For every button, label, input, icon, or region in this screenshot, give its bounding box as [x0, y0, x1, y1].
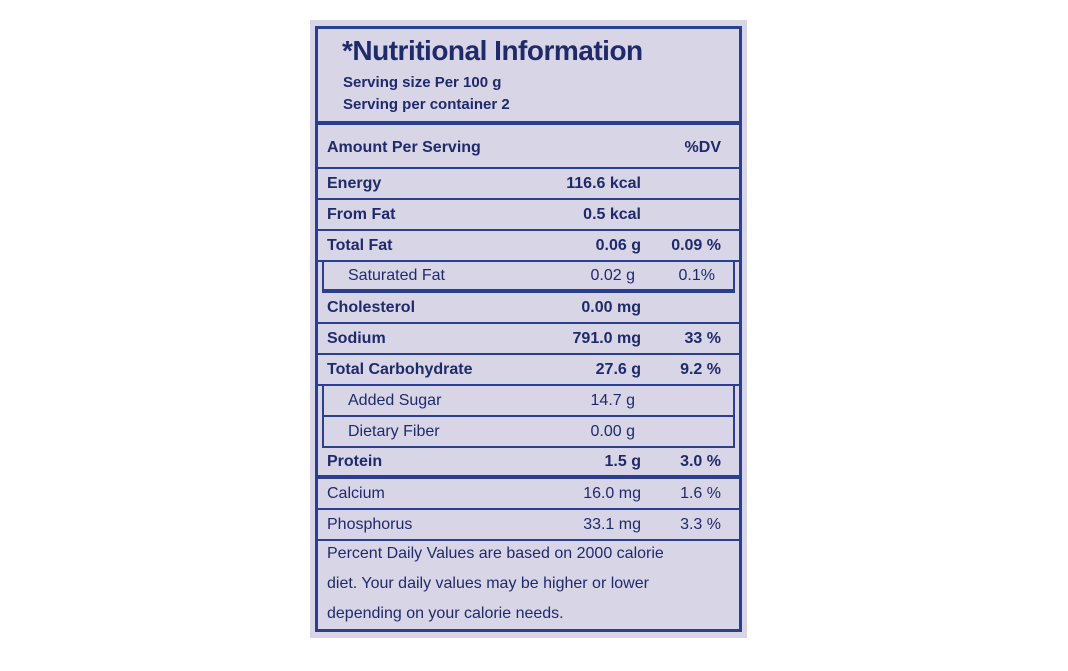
nutrient-name: Phosphorus [327, 515, 413, 533]
nutrient-row: Dietary Fiber 0.00 g [322, 417, 735, 448]
nutrient-row: Saturated Fat 0.02 g 0.1% [322, 262, 735, 293]
nutrient-dv: 9.2 % [680, 360, 721, 378]
nutrient-name: Cholesterol [327, 298, 416, 316]
nutrition-label: *Nutritional Information Serving size Pe… [310, 20, 747, 638]
nutrient-dv: 0.09 % [671, 236, 721, 254]
nutrient-dv: 3.3 % [680, 515, 721, 533]
nutrient-amount: 116.6 kcal [566, 174, 641, 192]
nutrient-name: Protein [327, 452, 383, 470]
nutrient-name: Saturated Fat [348, 266, 445, 284]
nutrient-name: Sodium [327, 329, 386, 347]
nutrient-row: Protein 1.5 g 3.0 % [318, 448, 739, 479]
nutrient-row: Total Fat 0.06 g 0.09 % [318, 231, 739, 262]
serving-line: Serving size Per 100 g [343, 74, 502, 91]
nutrient-dv: 33 % [684, 329, 721, 347]
nutrient-row: Cholesterol 0.00 mg [318, 293, 739, 324]
table-header: Amount Per Serving %DV [318, 129, 739, 169]
nutrient-name: Dietary Fiber [348, 422, 440, 440]
nutrient-row: Sodium 791.0 mg 33 % [318, 324, 739, 355]
footnote-line: Percent Daily Values are based on 2000 c… [327, 545, 664, 562]
nutrient-amount: 27.6 g [595, 360, 641, 378]
nutrient-amount: 0.02 g [590, 266, 635, 284]
nutrient-amount: 0.06 g [595, 236, 641, 254]
nutrient-row: From Fat 0.5 kcal [318, 200, 739, 231]
nutrient-row: Phosphorus 33.1 mg 3.3 % [318, 510, 739, 541]
nutrient-amount: 0.00 mg [581, 298, 641, 316]
label-header: *Nutritional Information Serving size Pe… [318, 29, 739, 125]
nutrient-amount: 16.0 mg [583, 484, 641, 502]
nutrient-amount: 0.5 kcal [583, 205, 641, 223]
nutrient-name: Total Fat [327, 236, 393, 254]
nutrient-dv: 3.0 % [680, 452, 721, 470]
footnote-line: depending on your calorie needs. [327, 605, 564, 622]
label-frame: *Nutritional Information Serving size Pe… [315, 26, 742, 632]
title: *Nutritional Information [342, 35, 643, 66]
footnote: Percent Daily Values are based on 2000 c… [327, 539, 664, 629]
nutrient-name: Calcium [327, 484, 385, 502]
serving-line: Serving per container 2 [343, 96, 510, 113]
header-cell: Amount Per Serving [327, 139, 481, 156]
nutrient-amount: 0.00 g [590, 422, 635, 440]
nutrient-row: Added Sugar 14.7 g [322, 386, 735, 417]
nutrient-amount: 33.1 mg [583, 515, 641, 533]
nutrient-row: Calcium 16.0 mg 1.6 % [318, 479, 739, 510]
nutrient-dv: 0.1% [678, 266, 715, 284]
nutrient-name: From Fat [327, 205, 396, 223]
nutrient-amount: 791.0 mg [572, 329, 641, 347]
nutrient-row: Energy 116.6 kcal [318, 169, 739, 200]
nutrient-name: Added Sugar [348, 391, 442, 409]
nutrient-table: Amount Per Serving %DV Energy 116.6 kcal F… [318, 129, 739, 541]
footnote-line: diet. Your daily values may be higher or… [327, 575, 649, 592]
nutrient-amount: 1.5 g [604, 452, 641, 470]
nutrient-amount: 14.7 g [590, 391, 635, 409]
nutrient-name: Total Carbohydrate [327, 360, 473, 378]
header-cell: %DV [684, 139, 721, 156]
nutrient-row: Total Carbohydrate 27.6 g 9.2 % [318, 355, 739, 386]
nutrient-dv: 1.6 % [680, 484, 721, 502]
nutrient-name: Energy [327, 174, 382, 192]
